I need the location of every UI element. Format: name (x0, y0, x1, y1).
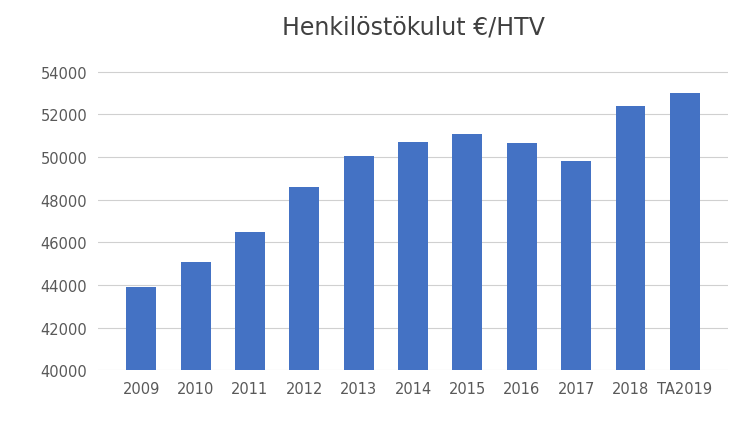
Bar (235, 232, 265, 426)
Bar (616, 106, 645, 426)
Bar (561, 162, 591, 426)
Bar (507, 144, 537, 426)
Bar (398, 143, 428, 426)
Bar (181, 262, 210, 426)
Title: Henkilöstökulut €/HTV: Henkilöstökulut €/HTV (282, 15, 544, 40)
Bar (126, 288, 156, 426)
Bar (344, 157, 374, 426)
Bar (670, 94, 700, 426)
Bar (452, 134, 482, 426)
Bar (289, 187, 319, 426)
